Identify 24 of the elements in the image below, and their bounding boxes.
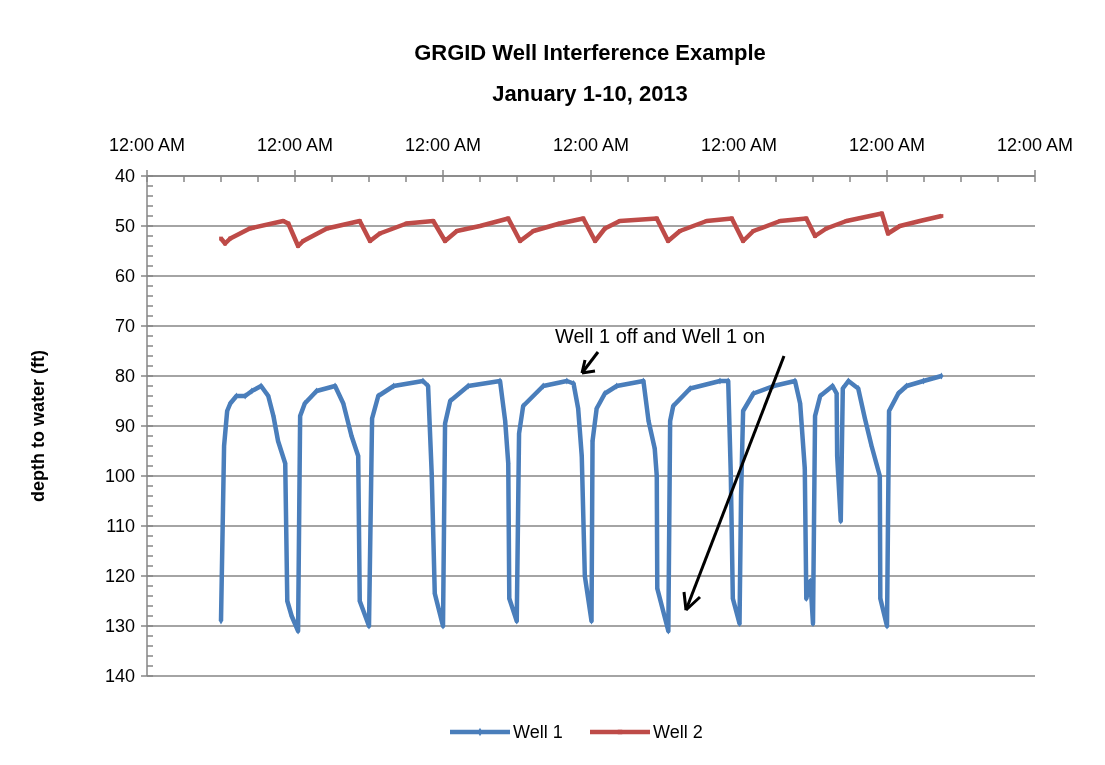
y-axis-title: depth to water (ft) [28,350,48,502]
x-tick-label: 12:00 AM [256,135,334,155]
y-tick-label: 90 [114,416,135,437]
y-tick-label: 100 [104,466,135,487]
y-tick-label: 130 [104,616,135,637]
y-tick-label: 120 [104,566,135,587]
y-tick-label: 110 [106,516,135,537]
x-tick-label: 12:00 AM [404,135,482,155]
x-tick-label: 12:00 AM [552,135,630,155]
y-tick-label: 50 [114,216,135,237]
x-tick-label: 12:00 AM [848,135,926,155]
annotation: Well 1 off and Well 1 on [554,325,766,347]
legend-label: Well 2 [653,722,703,743]
y-tick-label: 80 [114,366,135,387]
x-tick-label: 12:00 AM [700,135,778,155]
x-tick-label: 12:00 AM [108,135,186,155]
legend-label: Well 1 [513,722,563,743]
y-tick-label: 70 [114,316,135,337]
x-tick-label: 12:00 AM [996,135,1074,155]
y-tick-label: 60 [114,266,135,287]
chart-subtitle: January 1-10, 2013 [492,81,688,106]
y-tick-label: 140 [104,666,135,687]
y-tick-label: 40 [114,166,135,187]
chart-title: GRGID Well Interference Example [414,40,766,65]
